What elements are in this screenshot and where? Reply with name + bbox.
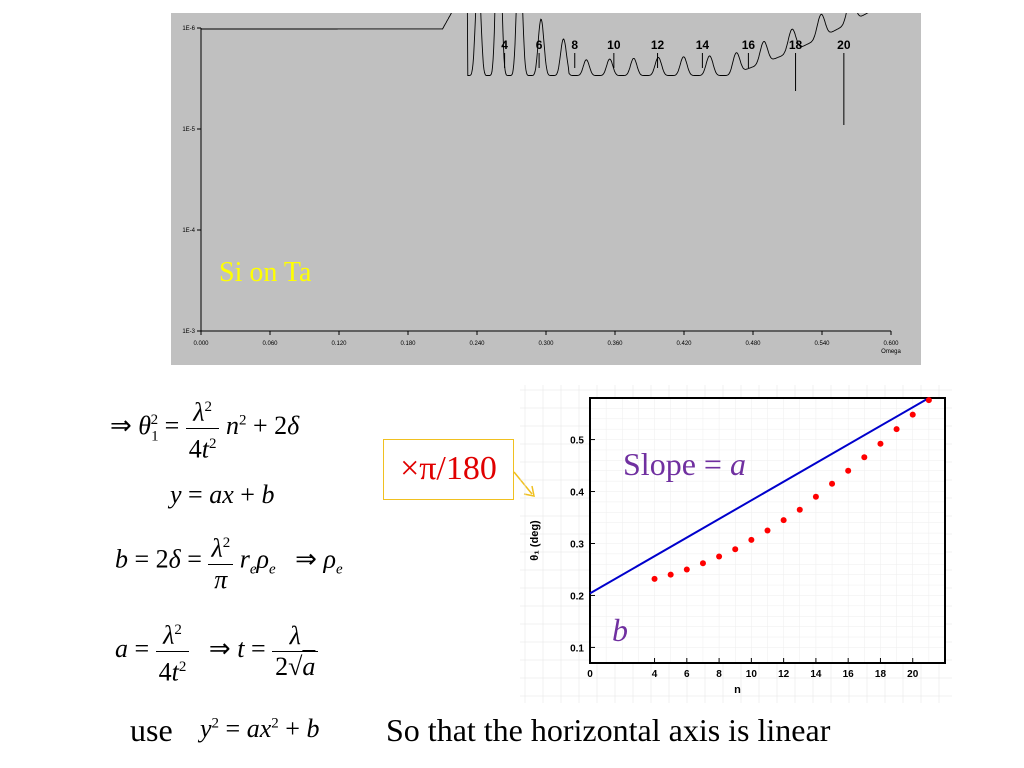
x-tick-label: 0.300 <box>538 341 554 347</box>
y-tick-label: 1E-6 <box>182 26 195 32</box>
data-point <box>893 426 900 433</box>
data-point <box>845 467 852 474</box>
data-point <box>732 546 739 553</box>
fit-data-points <box>651 397 932 582</box>
x-tick-label: 0.360 <box>607 341 623 347</box>
fit-line <box>589 397 930 595</box>
x-tick-label: 0.420 <box>676 341 692 347</box>
data-point <box>748 536 755 543</box>
data-point <box>909 411 916 418</box>
equation-slope: a = λ2 4t2 ⇒ t = λ 2√a <box>115 615 319 687</box>
data-point <box>651 575 658 582</box>
reflectivity-chart-axes: 0.000 0.060 0.120 0.180 0.240 0.300 0.360 0.420… <box>182 26 901 355</box>
equation-linear: y = ax + b <box>170 480 275 509</box>
x-tick-label: 6 <box>684 669 690 680</box>
x-tick-label: 0.540 <box>814 341 830 347</box>
x-axis-title: Omega <box>881 349 901 355</box>
fit-chart-grid <box>520 385 952 703</box>
fringe-labels: 4 6 8 10 12 14 16 18 20 <box>501 38 851 125</box>
y-tick-label: 1E-5 <box>182 127 195 133</box>
x-tick-label: 0.480 <box>745 341 761 347</box>
fringe-label: 4 <box>501 38 508 52</box>
x-tick-label: 0 <box>587 669 593 680</box>
x-tick-label: 18 <box>875 669 887 680</box>
y-tick-label: 0.1 <box>570 643 584 654</box>
x-tick-label: 16 <box>843 669 855 680</box>
callout-arrow <box>513 471 535 497</box>
x-tick-label: 14 <box>810 669 822 680</box>
y-tick-label: 1E-4 <box>182 228 195 234</box>
data-point <box>716 553 723 560</box>
fit-line-path <box>589 397 930 595</box>
y-tick-label: 0.2 <box>570 591 584 602</box>
data-point <box>764 527 771 534</box>
equation-theta: ⇒ θ12 = λ2 4t2 n2 + 2δ <box>110 392 299 464</box>
caption-rest: So that the horizontal axis is linear <box>386 712 831 748</box>
data-point <box>780 517 787 524</box>
x-tick-label: 0.240 <box>469 341 485 347</box>
data-point <box>925 397 932 404</box>
data-point <box>829 480 836 487</box>
conversion-callout: ×π/180 <box>383 439 514 500</box>
intercept-label: b <box>612 612 628 648</box>
equation-intercept: b = 2δ = λ2 π reρe ⇒ ρe <box>115 528 343 595</box>
fringe-label: 18 <box>789 38 803 52</box>
x-tick-label: 0.180 <box>400 341 416 347</box>
slope-label: Slope = a <box>623 446 746 482</box>
data-point <box>667 571 674 578</box>
caption-use: use <box>130 712 173 748</box>
plot-frame <box>589 397 946 664</box>
reflectivity-curve <box>201 13 869 76</box>
data-point <box>877 440 884 447</box>
y-tick-label: 0.4 <box>570 488 584 499</box>
fit-chart: 0 4 6 8 10 12 14 16 18 20 n 0.1 0.2 0.3 0.4 0.5 θ₁ (deg)… <box>520 385 952 703</box>
data-point <box>812 493 819 500</box>
y-axis-title: θ₁ (deg) <box>529 520 541 561</box>
y-tick-label: 0.5 <box>570 436 584 447</box>
data-point <box>861 454 868 461</box>
fringe-label: 20 <box>837 38 851 52</box>
x-tick-label: 0.120 <box>331 341 347 347</box>
x-axis-title: n <box>734 684 741 696</box>
x-tick-label: 0.060 <box>262 341 278 347</box>
y-tick-label: 1E-3 <box>182 329 195 335</box>
fringe-label: 14 <box>696 38 710 52</box>
fit-chart-axes: 0 4 6 8 10 12 14 16 18 20 n 0.1 0.2 0.3 0.4 0.5 θ₁ (deg) <box>529 397 946 696</box>
data-point <box>796 506 803 513</box>
x-tick-label: 12 <box>778 669 790 680</box>
x-tick-label: 0.600 <box>883 341 899 347</box>
x-tick-label: 4 <box>652 669 658 680</box>
y-tick-label: 0.3 <box>570 539 584 550</box>
fringe-label: 6 <box>536 38 543 52</box>
x-tick-label: 20 <box>907 669 919 680</box>
sample-annotation: Si on Ta <box>219 257 312 288</box>
x-tick-label: 8 <box>716 669 722 680</box>
fringe-label: 16 <box>742 38 756 52</box>
fringe-label: 8 <box>571 38 578 52</box>
x-tick-label: 10 <box>746 669 758 680</box>
reflectivity-chart: 0.000 0.060 0.120 0.180 0.240 0.300 0.360 0.420… <box>171 13 921 365</box>
x-tick-label: 0.000 <box>193 341 209 347</box>
caption-equation: y2 = ax2 + b <box>200 714 320 743</box>
data-point <box>683 566 690 573</box>
fringe-label: 10 <box>607 38 621 52</box>
fringe-label: 12 <box>651 38 665 52</box>
data-point <box>699 560 706 567</box>
reflectivity-curve-path <box>201 13 869 76</box>
